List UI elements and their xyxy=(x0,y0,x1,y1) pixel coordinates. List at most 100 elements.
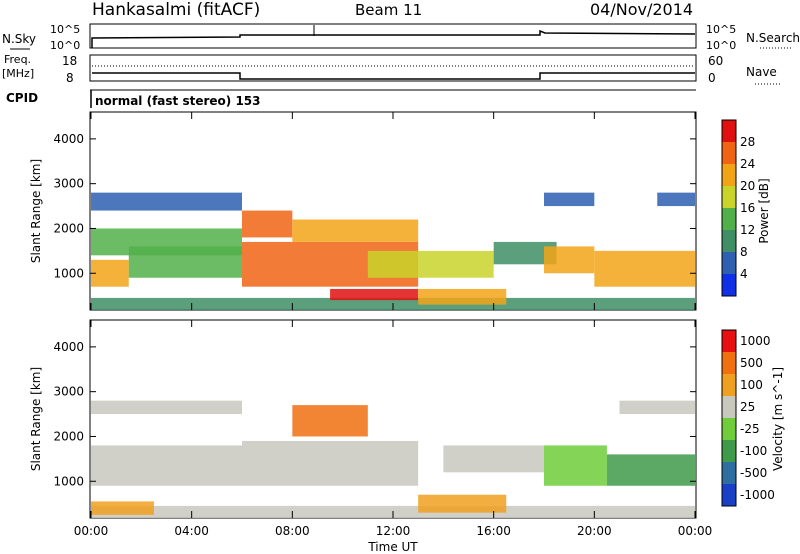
velocity-colorbar-swatch-0 xyxy=(722,484,736,506)
power-colorbar-swatch-6 xyxy=(722,142,736,164)
x-tick-label-5: 20:00 xyxy=(577,524,612,538)
velocity-ytick-label-3: 4000 xyxy=(53,340,84,354)
velocity-y-axis-label: Slant Range [km] xyxy=(29,367,43,471)
power-colorbar-swatch-1 xyxy=(722,252,736,274)
cpid-text: normal (fast stereo) 153 xyxy=(95,94,261,108)
power-band-13 xyxy=(544,246,595,274)
velocity-colorbar-tick-1: 500 xyxy=(740,356,763,370)
x-tick-label-0: 00:00 xyxy=(74,524,109,538)
velocity-band-10 xyxy=(619,400,695,415)
velocity-band-5 xyxy=(292,405,368,437)
velocity-colorbar-swatch-4 xyxy=(722,396,736,418)
date-title: 04/Nov/2014 xyxy=(590,0,693,19)
nsearch-tick-bottom: 10^0 xyxy=(706,39,736,52)
x-tick-label-1: 04:00 xyxy=(174,524,209,538)
power-ytick-label-0: 1000 xyxy=(53,266,84,280)
cpid-label: CPID xyxy=(6,91,38,105)
power-band-8 xyxy=(330,288,419,301)
velocity-colorbar-tick-7: -1000 xyxy=(740,488,775,502)
velocity-plot-frame xyxy=(89,319,697,519)
power-ytick-label-1: 2000 xyxy=(53,221,84,235)
power-band-4 xyxy=(91,192,242,211)
velocity-colorbar-swatch-2 xyxy=(722,440,736,462)
velocity-panel: 1000 2000 3000 4000 Slant Range [km] 1000 50… xyxy=(29,319,785,519)
velocity-ytick-label-2: 3000 xyxy=(53,385,84,399)
velocity-band-6 xyxy=(418,494,507,513)
x-tick-label-6: 00:00 xyxy=(678,524,713,538)
velocity-colorbar-swatch-6 xyxy=(722,352,736,374)
power-colorbar-tick-0: 4 xyxy=(740,267,748,281)
nsky-label: N.Sky xyxy=(2,32,36,46)
power-band-7 xyxy=(292,219,419,242)
power-colorbar: 4 8 12 16 20 24 28 xyxy=(721,119,755,297)
power-band-14 xyxy=(594,250,695,287)
power-colorbar-label: Power [dB] xyxy=(757,178,771,243)
freq-label: Freq. xyxy=(4,53,31,66)
x-tick-label-2: 08:00 xyxy=(275,524,310,538)
station-title: Hankasalmi (fitACF) xyxy=(92,0,260,20)
nsky-tick-top: 10^5 xyxy=(50,23,80,36)
freq-tick-top: 18 xyxy=(62,54,77,68)
power-band-10 xyxy=(418,288,507,305)
nave-tick-bottom: 0 xyxy=(708,71,716,85)
velocity-band-4 xyxy=(242,440,419,486)
power-ytick-label-3: 4000 xyxy=(53,132,84,146)
power-panel: 1000 2000 3000 4000 Slant Range [km] 4 8 12 16… xyxy=(29,111,771,311)
velocity-colorbar-frame xyxy=(721,329,737,507)
power-colorbar-swatch-3 xyxy=(722,208,736,230)
velocity-band-2 xyxy=(91,445,242,486)
nave-tick-top: 60 xyxy=(708,54,723,68)
freq-tick-bottom: 8 xyxy=(66,71,74,85)
nsearch-label: N.Search xyxy=(746,31,800,45)
power-colorbar-tick-4: 20 xyxy=(740,179,755,193)
velocity-band-8 xyxy=(544,445,607,486)
velocity-colorbar-tick-3: 25 xyxy=(740,400,755,414)
power-colorbar-tick-1: 8 xyxy=(740,245,748,259)
velocity-colorbar-tick-0: 1000 xyxy=(740,334,771,348)
x-tick-label-4: 16:00 xyxy=(476,524,511,538)
power-colorbar-swatch-2 xyxy=(722,230,736,252)
x-axis-label: Time UT xyxy=(367,540,418,554)
velocity-ytick-label-1: 2000 xyxy=(53,429,84,443)
beam-title: Beam 11 xyxy=(355,1,422,19)
velocity-colorbar-swatch-5 xyxy=(722,374,736,396)
power-colorbar-swatch-7 xyxy=(722,120,736,142)
power-band-11 xyxy=(493,241,557,265)
power-bands xyxy=(91,192,695,310)
power-band-5 xyxy=(242,210,293,238)
velocity-band-1 xyxy=(91,501,154,515)
velocity-colorbar-tick-6: -500 xyxy=(740,466,767,480)
velocity-xticks xyxy=(90,320,696,518)
velocity-yticks: 1000 2000 3000 4000 xyxy=(53,340,696,488)
velocity-band-9 xyxy=(606,454,695,486)
velocity-colorbar-swatch-1 xyxy=(722,462,736,484)
velocity-colorbar-swatch-7 xyxy=(722,330,736,352)
x-tick-labels: 00:00 04:00 08:00 12:00 16:00 20:00 00:00 xyxy=(74,524,713,538)
velocity-colorbar-tick-2: 100 xyxy=(740,378,763,392)
power-y-axis-label: Slant Range [km] xyxy=(29,159,43,263)
velocity-bands xyxy=(91,400,695,518)
power-band-3 xyxy=(91,228,242,256)
velocity-colorbar-label: Velocity [m s^-1] xyxy=(771,367,785,471)
nsky-strip-frame xyxy=(89,23,697,49)
freq-strip-frame xyxy=(89,54,697,82)
power-colorbar-frame xyxy=(721,119,737,297)
nsky-tick-bottom: 10^0 xyxy=(50,39,80,52)
freq-trace xyxy=(92,72,695,80)
power-colorbar-swatch-5 xyxy=(722,164,736,186)
nsky-trace xyxy=(91,29,696,48)
power-yticks: 1000 2000 3000 4000 xyxy=(53,132,696,280)
power-colorbar-tick-2: 12 xyxy=(740,223,755,237)
velocity-colorbar-tick-5: -100 xyxy=(740,444,767,458)
velocity-band-3 xyxy=(91,400,242,415)
power-band-12 xyxy=(544,192,595,207)
power-band-1 xyxy=(91,259,129,287)
velocity-colorbar: 1000 500 100 25 -25 -100 -500 -1000 xyxy=(721,329,775,507)
velocity-colorbar-tick-4: -25 xyxy=(740,422,760,436)
power-band-9 xyxy=(367,250,494,278)
nsearch-tick-top: 10^5 xyxy=(706,23,736,36)
power-colorbar-tick-5: 24 xyxy=(740,157,755,171)
velocity-ytick-label-0: 1000 xyxy=(53,474,84,488)
velocity-colorbar-swatch-3 xyxy=(722,418,736,440)
